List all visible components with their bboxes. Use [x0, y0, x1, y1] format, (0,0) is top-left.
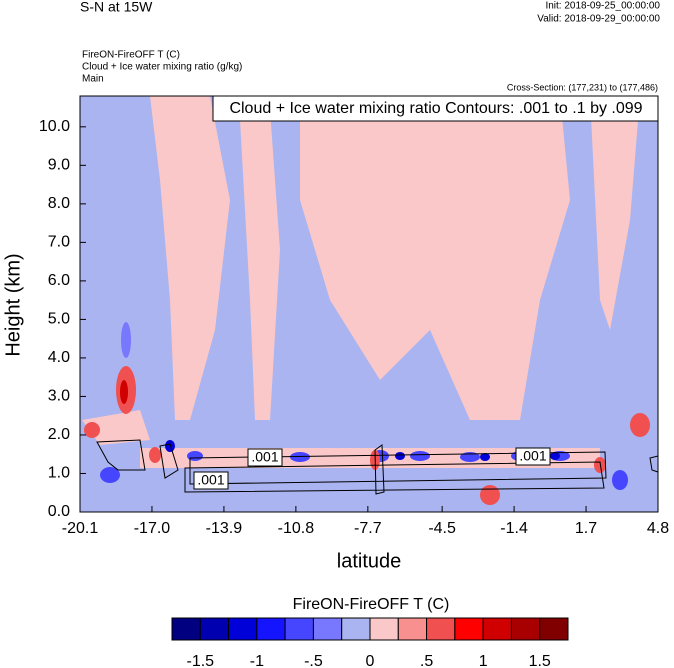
y-tick-label: 7.0 — [48, 234, 70, 251]
colorbar-box — [284, 617, 314, 641]
plot-frame — [79, 95, 659, 513]
x-tick-label: -1.4 — [500, 520, 528, 537]
colorbar-box — [539, 617, 569, 641]
chart-title: S-N at 15W — [80, 0, 153, 15]
x-tick-label: -4.5 — [428, 520, 456, 537]
y-tick-label: 8.0 — [48, 195, 70, 212]
y-tick-label: 3.0 — [48, 388, 70, 405]
x-tick-label: -20.1 — [62, 520, 99, 537]
colorbar-box — [312, 617, 343, 641]
colorbar-box — [397, 617, 428, 641]
colorbar-box — [454, 617, 484, 641]
x-tick-label: -10.8 — [278, 520, 315, 537]
colorbar-tick-label: -1.5 — [186, 653, 214, 668]
x-axis-label: latitude — [337, 550, 402, 572]
contour-label: .001 — [519, 448, 546, 464]
colorbar-box — [341, 617, 371, 641]
cross-section: Cross-Section: (177,231) to (177,486) — [507, 82, 658, 92]
x-tick-label: -17.0 — [134, 520, 171, 537]
colorbar-tick-label: 1 — [479, 653, 488, 668]
colorbar-tick-label: 0 — [366, 653, 375, 668]
colorbar-title: FireON-FireOFF T (C) — [293, 596, 450, 613]
x-tick-label: 1.7 — [575, 520, 597, 537]
y-tick-label: 0.0 — [48, 503, 70, 520]
field — [80, 96, 658, 512]
colorbar-box — [171, 617, 201, 641]
contour-label-box — [193, 471, 229, 490]
y-tick-label: 6.0 — [48, 272, 70, 289]
y-tick-label: 5.0 — [48, 311, 70, 328]
colorbar-box — [510, 617, 541, 641]
colorbar-tick-label: -.5 — [304, 653, 323, 668]
y-tick-label: 4.0 — [48, 349, 70, 366]
contour-lines — [96, 439, 659, 495]
x-tick-label: 4.8 — [647, 520, 669, 537]
colorbar-tick-label: -1 — [250, 653, 264, 668]
colorbar-box — [256, 617, 286, 641]
contour-label: .001 — [197, 472, 224, 488]
y-tick-label: 9.0 — [48, 157, 70, 174]
contour-field-title: Cloud + Ice water mixing ratio (g/kg) — [82, 62, 242, 73]
colorbar-box — [199, 617, 230, 641]
colorbar-tick-label: .5 — [420, 653, 433, 668]
y-axis-label: Height (km) — [2, 253, 24, 356]
contour-label: .001 — [251, 449, 278, 465]
contour-info: Cloud + Ice water mixing ratio Contours:… — [229, 100, 642, 117]
colorbar-tick-label: 1.5 — [529, 653, 551, 668]
contour-label-box — [515, 447, 551, 466]
colorbar-box — [426, 617, 456, 641]
y-tick-label: 10.0 — [39, 118, 70, 135]
x-tick-label: -7.7 — [354, 520, 382, 537]
y-tick-label: 2.0 — [48, 426, 70, 443]
y-tick-label: 1.0 — [48, 465, 70, 482]
x-tick-label: -13.9 — [206, 520, 243, 537]
domain: Main — [82, 74, 104, 85]
field-title: FireON-FireOFF T (C) — [82, 50, 180, 61]
init-time: Init: 2018-09-25_00:00:00 — [545, 1, 660, 12]
valid-time: Valid: 2018-09-29_00:00:00 — [537, 14, 660, 25]
colorbar-box — [228, 617, 258, 641]
colorbar-box — [369, 617, 399, 641]
colorbar-box — [482, 617, 512, 641]
contour-info-box — [212, 95, 659, 122]
contour-label-box — [247, 448, 283, 467]
